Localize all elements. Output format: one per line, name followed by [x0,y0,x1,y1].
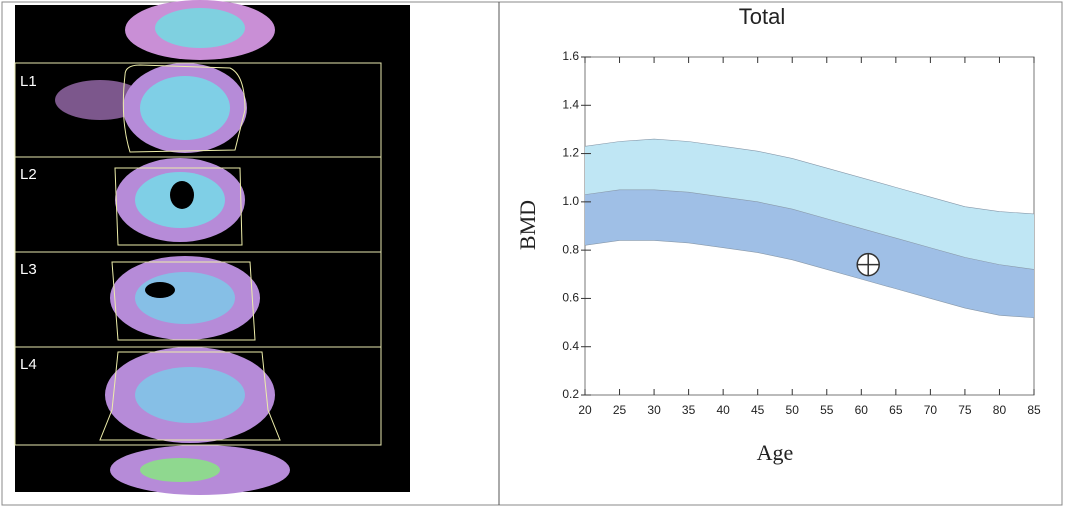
scan-image [14,0,410,495]
x-tick-label: 35 [682,403,696,417]
y-tick-label: 0.8 [562,242,579,256]
patient-marker [856,252,880,277]
y-tick-label: 0.2 [562,387,579,401]
x-tick-label: 20 [578,403,592,417]
vertebra-label: L4 [20,356,37,373]
vertebra-label: L2 [20,166,37,183]
x-tick-label: 50 [786,403,800,417]
x-tick-label: 80 [993,403,1007,417]
x-axis-label: Age [757,440,794,465]
y-tick-label: 1.6 [562,49,579,63]
y-tick-label: 1.0 [562,194,579,208]
vertebra-label: L1 [20,73,37,90]
x-tick-label: 55 [820,403,834,417]
x-tick-label: 85 [1027,403,1041,417]
band-edge [584,189,1035,270]
x-tick-label: 60 [855,403,869,417]
x-tick-label: 30 [647,403,661,417]
x-tick-label: 75 [958,403,972,417]
y-tick-label: 0.6 [562,291,579,305]
band-edge [584,240,1035,319]
x-tick-label: 65 [889,403,903,417]
band-edge [584,138,1035,215]
x-tick-label: 25 [613,403,627,417]
x-tick-label: 45 [751,403,765,417]
band [585,139,1034,270]
y-axis-label: BMD [515,200,540,250]
vertebra-label: L3 [20,261,37,278]
y-tick-label: 0.4 [562,339,579,353]
y-tick-label: 1.2 [562,146,579,160]
y-tick-label: 1.4 [562,97,579,111]
chart-title: Total [739,4,785,29]
x-tick-label: 70 [924,403,938,417]
band [585,189,1034,318]
x-tick-label: 40 [716,403,730,417]
